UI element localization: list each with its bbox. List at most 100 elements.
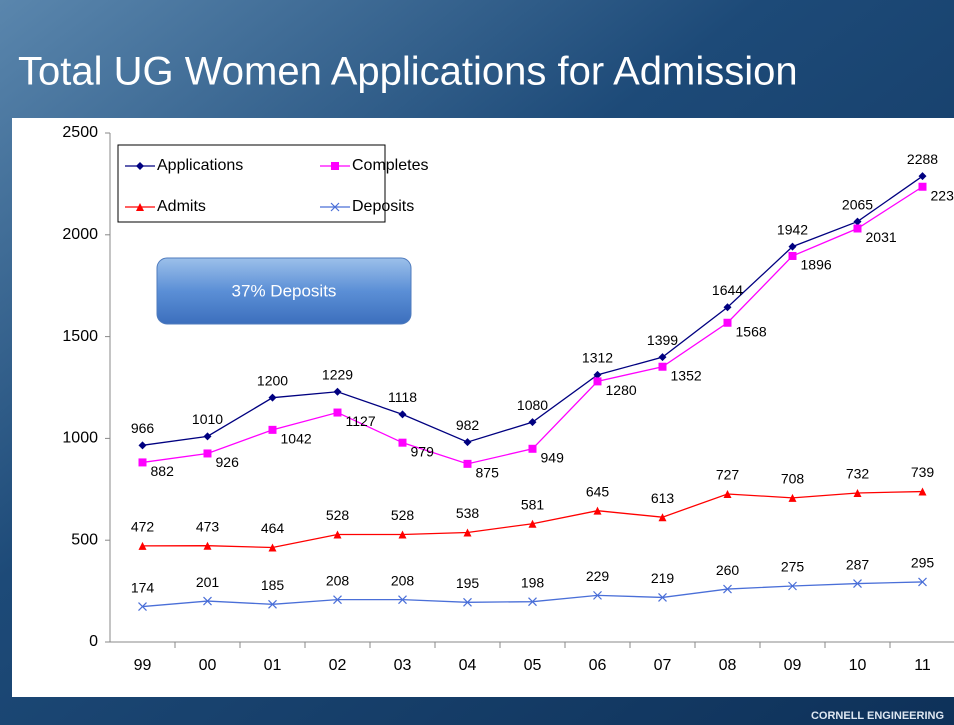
data-label: 966 — [131, 420, 155, 436]
marker — [788, 242, 797, 251]
marker — [333, 595, 342, 605]
x-tick-label: 03 — [394, 657, 412, 674]
marker — [788, 493, 797, 502]
marker — [463, 528, 472, 537]
marker — [463, 459, 472, 468]
data-label: 1229 — [322, 366, 353, 382]
data-label: 1644 — [712, 282, 743, 298]
data-label: 1399 — [647, 332, 678, 348]
marker — [593, 590, 602, 600]
marker — [593, 370, 602, 379]
marker — [136, 162, 144, 170]
data-label: 1942 — [777, 221, 808, 237]
data-label: 1352 — [671, 367, 702, 383]
x-tick-label: 01 — [264, 657, 282, 674]
data-label: 1118 — [388, 389, 417, 405]
data-label: 208 — [391, 572, 415, 588]
data-label: 195 — [456, 575, 480, 591]
data-label: 260 — [716, 562, 740, 578]
marker — [723, 489, 732, 498]
data-label: 201 — [196, 574, 220, 590]
marker — [853, 224, 862, 233]
y-tick-label: 1500 — [62, 328, 98, 345]
data-label: 2236 — [931, 187, 954, 203]
marker — [138, 441, 147, 450]
marker — [788, 251, 797, 260]
x-tick-label: 00 — [199, 657, 217, 674]
x-tick-label: 04 — [459, 657, 477, 674]
marker — [398, 410, 407, 419]
marker — [138, 458, 147, 467]
marker — [918, 182, 927, 191]
data-label: 926 — [216, 454, 240, 470]
data-label: 472 — [131, 519, 155, 535]
marker — [463, 597, 472, 607]
marker — [268, 425, 277, 434]
x-tick-label: 02 — [329, 657, 347, 674]
marker — [203, 432, 212, 441]
marker — [203, 541, 212, 550]
marker — [528, 519, 537, 528]
data-label: 2031 — [866, 229, 897, 245]
y-tick-label: 2000 — [62, 226, 98, 243]
legend-label: Completes — [352, 157, 428, 174]
data-label: 949 — [541, 449, 565, 465]
x-tick-label: 99 — [134, 657, 152, 674]
footer: CORNELL ENGINEERING — [811, 710, 944, 722]
marker — [658, 592, 667, 602]
x-tick-label: 09 — [784, 657, 802, 674]
data-label: 875 — [476, 465, 500, 481]
marker — [268, 543, 277, 552]
marker — [333, 408, 342, 417]
slide-title: Total UG Women Applications for Admissio… — [18, 50, 798, 94]
data-label: 528 — [326, 507, 350, 523]
data-label: 275 — [781, 559, 805, 575]
marker — [268, 599, 277, 609]
data-label: 882 — [151, 463, 175, 479]
y-tick-label: 500 — [71, 531, 98, 548]
data-label: 208 — [326, 572, 350, 588]
x-tick-label: 06 — [589, 657, 607, 674]
marker — [528, 597, 537, 607]
x-tick-label: 05 — [524, 657, 542, 674]
marker — [788, 581, 797, 591]
marker — [331, 162, 339, 170]
data-label: 287 — [846, 556, 870, 572]
data-label: 1010 — [192, 411, 223, 427]
data-label: 1127 — [346, 413, 376, 429]
data-label: 1896 — [801, 257, 832, 273]
data-label: 1080 — [517, 397, 548, 413]
marker — [463, 438, 472, 447]
marker — [853, 217, 862, 226]
marker — [333, 530, 342, 539]
data-label: 464 — [261, 520, 285, 536]
marker — [593, 506, 602, 515]
marker — [203, 596, 212, 606]
marker — [136, 203, 144, 211]
marker — [658, 513, 667, 522]
marker — [203, 449, 212, 458]
marker — [723, 303, 732, 312]
legend — [117, 144, 386, 223]
data-label: 2288 — [907, 151, 938, 167]
marker — [528, 444, 537, 453]
x-tick-label: 07 — [654, 657, 672, 674]
legend-label: Deposits — [352, 198, 414, 215]
marker — [918, 487, 927, 496]
marker — [333, 387, 342, 396]
y-tick-label: 0 — [89, 633, 98, 650]
data-label: 581 — [521, 496, 545, 512]
data-label: 732 — [846, 466, 870, 482]
data-label: 1280 — [606, 382, 637, 398]
marker — [268, 393, 277, 402]
data-label: 1200 — [257, 372, 288, 388]
marker — [138, 541, 147, 550]
marker — [853, 488, 862, 497]
data-label: 739 — [911, 464, 935, 480]
marker — [658, 353, 667, 362]
marker — [853, 579, 862, 588]
marker — [528, 418, 537, 427]
marker — [658, 362, 667, 371]
data-label: 708 — [781, 471, 805, 487]
